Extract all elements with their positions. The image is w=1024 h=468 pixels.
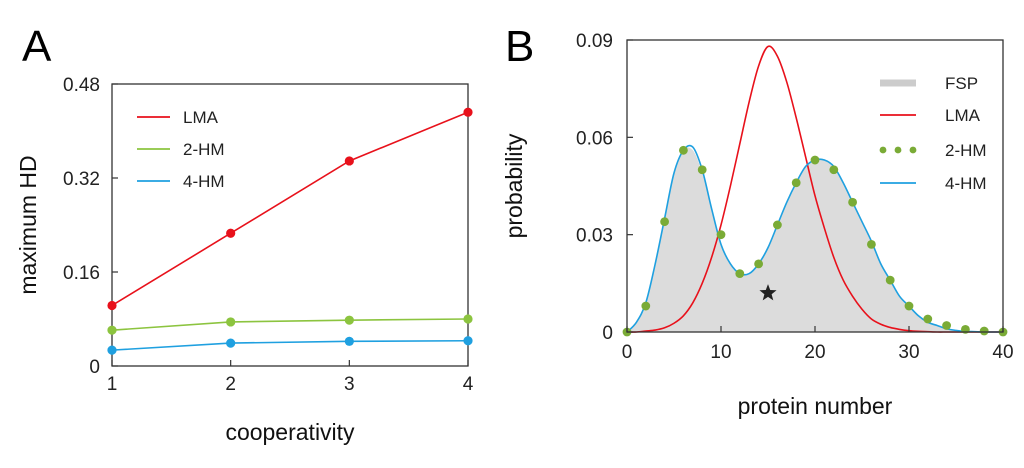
chart-b-legend-label: LMA (945, 106, 981, 125)
chart-b-ylabel: probability (501, 133, 527, 238)
chart-b-xlabel: protein number (738, 393, 893, 419)
chart-b-xtick-label: 20 (804, 342, 825, 363)
chart-a-point-lma (463, 107, 473, 117)
chart-a-ylabel: maximum HD (15, 155, 41, 294)
chart-a-xtick-label: 4 (463, 374, 474, 395)
chart-b-2hm-point (867, 240, 876, 249)
chart-a-series-line-lma (111, 111, 469, 307)
chart-b-legend-swatch-dot (909, 146, 917, 154)
chart-a-point-4-hm (226, 338, 236, 348)
chart-a-point-2-hm (107, 325, 117, 335)
chart-a-frame (111, 83, 469, 367)
chart-b-fsp-area (627, 147, 1003, 333)
chart-a-ytick-label: 0.32 (63, 169, 100, 190)
chart-a-point-lma (107, 300, 117, 311)
chart-a-series-line-4-hm (111, 339, 469, 351)
chart-b-legend-label: 4-HM (945, 174, 987, 193)
chart-b-2hm-point (904, 301, 914, 311)
chart-a-series-line-2-hm (111, 318, 469, 331)
chart-b-2hm-point (923, 314, 933, 324)
chart-a-point-2-hm (226, 317, 236, 327)
chart-b-ytick-label: 0.06 (576, 128, 613, 149)
chart-b-2hm-point (979, 326, 989, 336)
chart-a-point-2-hm (463, 314, 473, 324)
chart-a-point-4-hm (463, 336, 473, 346)
chart-b-2hm-point (810, 155, 820, 165)
chart-b-xtick-label: 40 (992, 342, 1013, 363)
chart-b-xtick-label: 0 (622, 342, 633, 363)
chart-a-xtick-label: 3 (344, 374, 355, 395)
chart-b-ytick-label: 0 (602, 323, 613, 344)
chart-b-star-marker (759, 284, 777, 301)
chart-a-xtick-label: 2 (225, 374, 236, 395)
chart-b-2hm-point (848, 197, 857, 207)
chart-b-2hm-point (754, 259, 763, 269)
chart-a-point-2-hm (344, 315, 354, 325)
chart-a-legend-label: LMA (183, 108, 219, 127)
chart-b-2hm-point (641, 301, 651, 311)
panel-a-letter: A (22, 22, 52, 71)
chart-b-legend-swatch-dot (879, 146, 887, 154)
chart-a-ytick-label: 0 (89, 357, 100, 378)
chart-b-2hm-point (885, 275, 895, 285)
chart-a-ytick-label: 0.16 (63, 263, 100, 284)
panel-b-letter: B (505, 22, 534, 71)
chart-b-legend-label: 2-HM (945, 141, 987, 160)
chart-a-xtick-label: 1 (107, 374, 118, 395)
chart-a-ytick-label: 0.48 (63, 75, 100, 96)
chart-b-legend-label: FSP (945, 74, 978, 93)
chart-b-2hm-point (735, 269, 745, 278)
chart-b-xtick-label: 30 (898, 342, 919, 363)
chart-b: 0 10 20 30 40 0 0.03 0.06 0.09 protein number pr… (501, 31, 1014, 419)
chart-b-2hm-point (942, 321, 951, 330)
chart-a-point-lma (344, 156, 354, 166)
chart-b-legend-swatch-dot (894, 146, 902, 154)
chart-b-ytick-label: 0.09 (576, 31, 613, 52)
chart-a-legend-label: 4-HM (183, 172, 225, 191)
chart-b-2hm-point (791, 178, 801, 188)
chart-a-legend-label: 2-HM (183, 140, 225, 159)
chart-b-2hm-point (716, 230, 726, 240)
chart-a-xlabel: cooperativity (225, 419, 355, 445)
chart-b-ytick-label: 0.03 (576, 226, 613, 247)
chart-a: 1 2 3 4 0 0.16 0.32 0.48 cooperativity maximum … (15, 75, 474, 445)
chart-b-2hm-point (773, 220, 782, 230)
chart-a-point-4-hm (107, 345, 117, 355)
chart-b-xtick-label: 10 (710, 342, 731, 363)
chart-a-point-4-hm (344, 336, 354, 346)
chart-b-2hm-point (679, 145, 688, 155)
chart-a-point-lma (226, 228, 236, 238)
chart-b-2hm-point (829, 165, 839, 175)
chart-b-2hm-point (660, 217, 669, 227)
chart-b-2hm-point (697, 165, 707, 175)
